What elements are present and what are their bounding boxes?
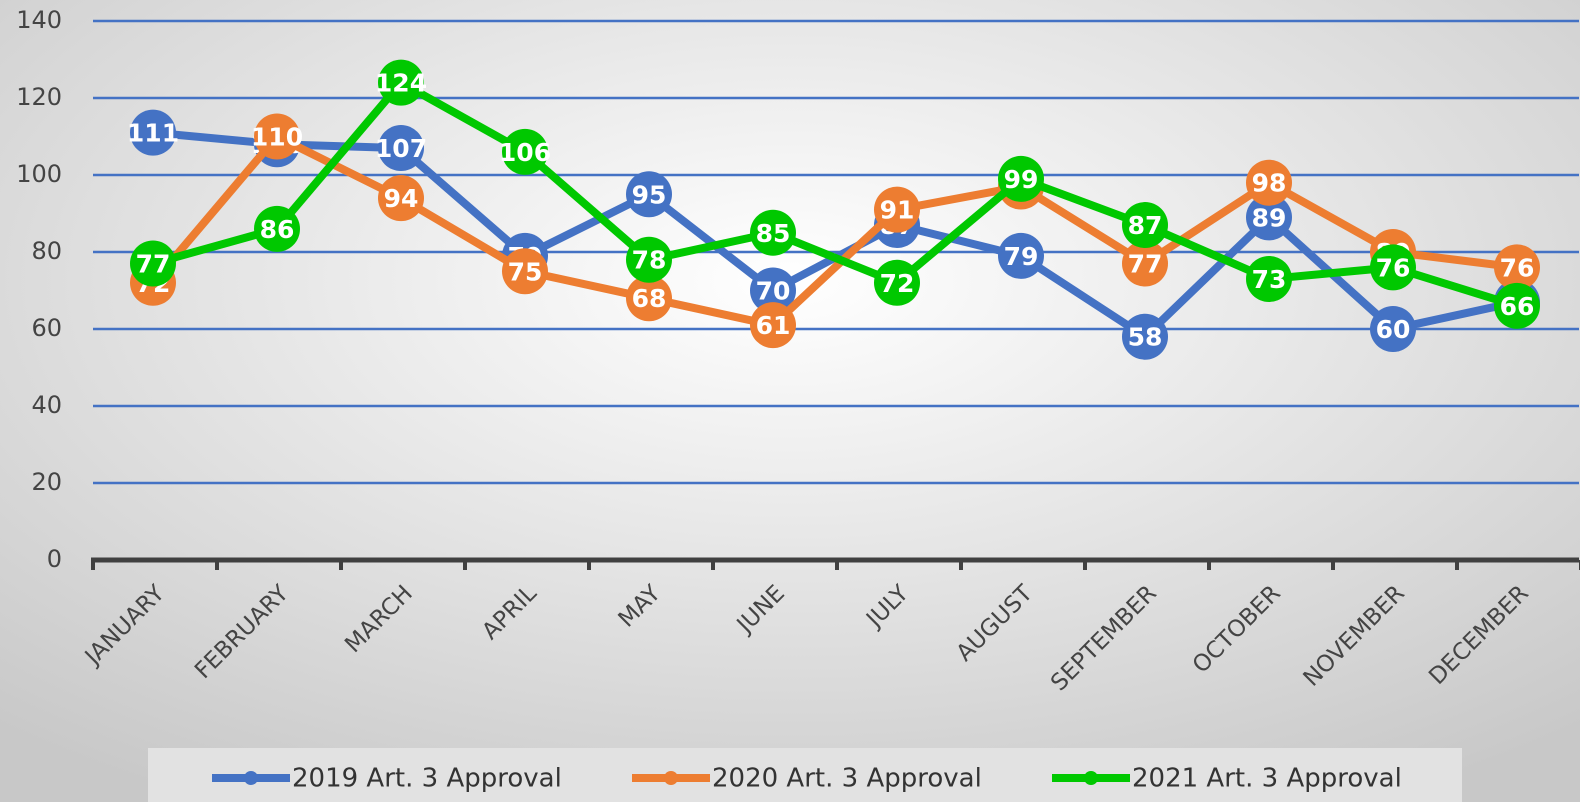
data-label: 85	[756, 219, 791, 248]
data-label: 61	[756, 311, 791, 340]
marker	[1370, 306, 1416, 352]
marker	[626, 236, 672, 283]
data-label: 94	[384, 184, 419, 213]
y-tick-label: 140	[16, 6, 62, 34]
y-tick-label: 100	[16, 160, 62, 188]
data-label: 78	[632, 246, 667, 275]
data-label: 89	[1252, 203, 1287, 232]
series-line	[149, 132, 1518, 330]
marker	[1370, 244, 1416, 291]
data-label: 60	[1376, 315, 1411, 344]
marker	[1122, 202, 1168, 249]
data-label: 77	[136, 250, 171, 279]
marker	[254, 113, 300, 160]
marker	[998, 232, 1044, 279]
marker	[1494, 244, 1540, 291]
data-label: 72	[880, 269, 915, 298]
marker	[502, 128, 548, 175]
y-tick-label: 0	[47, 545, 62, 573]
data-label: 99	[1004, 165, 1039, 194]
marker	[254, 205, 300, 252]
marker	[378, 59, 424, 106]
y-tick-label: 60	[31, 314, 62, 342]
data-label: 106	[499, 138, 551, 167]
marker	[502, 248, 548, 295]
marker	[378, 175, 424, 222]
marker	[130, 240, 176, 287]
marker	[874, 259, 920, 306]
data-label: 111	[127, 119, 179, 148]
data-label: 124	[375, 69, 427, 98]
data-label: 91	[880, 196, 915, 225]
marker	[750, 209, 796, 256]
data-label: 79	[1004, 242, 1039, 271]
marker	[750, 267, 796, 314]
marker	[874, 186, 920, 233]
legend-label: 2019 Art. 3 Approval	[292, 764, 562, 794]
y-tick-label: 20	[31, 468, 62, 496]
data-label: 77	[1128, 250, 1163, 279]
marker	[1246, 255, 1292, 302]
marker	[1494, 282, 1540, 329]
y-tick-label: 80	[31, 237, 62, 265]
marker	[626, 171, 672, 218]
marker	[1246, 194, 1292, 241]
legend-marker	[664, 771, 678, 785]
legend-box	[148, 748, 1462, 802]
y-tick-label: 120	[16, 83, 62, 111]
marker	[130, 109, 176, 156]
marker	[1122, 240, 1168, 287]
legend-marker	[244, 771, 258, 785]
data-label: 95	[632, 180, 667, 209]
data-label: 73	[1252, 265, 1287, 294]
data-label: 66	[1500, 292, 1535, 321]
marker	[1122, 313, 1168, 360]
marker	[378, 125, 424, 172]
legend-label: 2020 Art. 3 Approval	[712, 764, 982, 794]
marker	[998, 155, 1044, 202]
data-label: 110	[251, 123, 303, 152]
data-label: 98	[1252, 169, 1287, 198]
data-label: 68	[632, 284, 667, 313]
legend-label: 2021 Art. 3 Approval	[1132, 764, 1402, 794]
legend-marker	[1084, 771, 1098, 785]
data-label: 58	[1128, 323, 1163, 352]
marker	[626, 275, 672, 322]
y-tick-label: 40	[31, 391, 62, 419]
data-label: 76	[1500, 253, 1535, 282]
marker	[750, 302, 796, 349]
data-label: 75	[508, 257, 543, 286]
data-label: 86	[260, 215, 295, 244]
marker	[1246, 159, 1292, 206]
data-label: 76	[1376, 253, 1411, 282]
data-label: 87	[1128, 211, 1163, 240]
data-label: 70	[756, 277, 791, 306]
data-label: 107	[375, 134, 427, 163]
